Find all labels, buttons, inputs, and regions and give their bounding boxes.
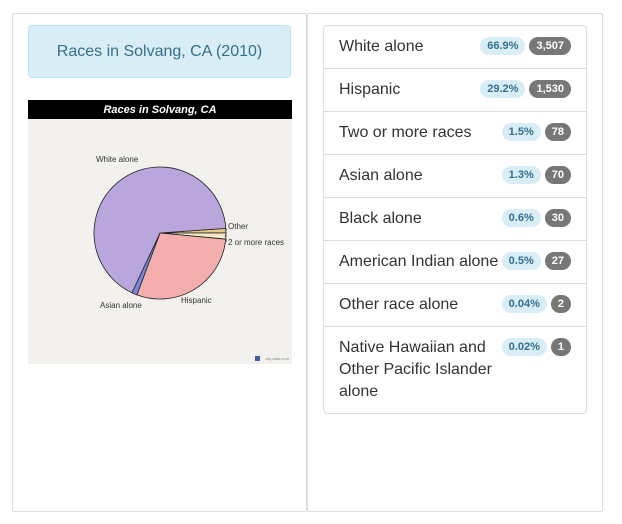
race-label: Two or more races <box>339 124 472 141</box>
race-label: White alone <box>339 38 424 55</box>
pie-label-more: 2 or more races <box>228 238 284 247</box>
race-row: Other race alone 0.04% 2 <box>324 283 586 326</box>
pie-leader-other <box>224 228 228 232</box>
race-row: Hispanic 29.2% 1,530 <box>324 68 586 111</box>
pie-svg: White alone Other 2 or more races Hispanic A… <box>93 155 290 361</box>
chart-title: Races in Solvang, CA <box>28 100 292 119</box>
race-label: Native Hawaiian and Other Pacific Island… <box>339 339 492 400</box>
race-label: Hispanic <box>339 81 401 98</box>
count-badge: 1,530 <box>529 80 571 98</box>
race-badges: 0.5% 27 <box>501 252 571 270</box>
percent-badge: 1.5% <box>501 123 541 141</box>
race-badges: 1.3% 70 <box>501 166 571 184</box>
race-badges: 29.2% 1,530 <box>480 80 571 98</box>
pie-label-asian: Asian alone <box>100 301 142 310</box>
watermark: city-data.com <box>265 356 289 361</box>
percent-badge: 0.5% <box>501 252 541 270</box>
race-label: American Indian alone <box>339 253 499 270</box>
races-list: White alone 66.9% 3,507 Hispanic 29.2% 1,530 T… <box>323 25 587 414</box>
race-badges: 1.5% 78 <box>501 123 571 141</box>
races-panel: White alone 66.9% 3,507 Hispanic 29.2% 1,530 T… <box>307 13 603 512</box>
race-row: American Indian alone 0.5% 27 <box>324 240 586 283</box>
race-label: Black alone <box>339 210 422 227</box>
race-badges: 0.6% 30 <box>501 209 571 227</box>
count-badge: 70 <box>544 166 571 184</box>
pie-label-other: Other <box>228 222 248 231</box>
pie-chart: White alone Other 2 or more races Hispanic A… <box>28 100 292 364</box>
race-row: Two or more races 1.5% 78 <box>324 111 586 154</box>
watermark-logo-icon <box>255 356 260 361</box>
race-row: White alone 66.9% 3,507 <box>324 26 586 68</box>
pie-leader-more <box>224 234 228 243</box>
percent-badge: 29.2% <box>480 80 526 98</box>
pie-slice-hispanic <box>136 232 227 300</box>
percent-badge: 66.9% <box>480 37 526 55</box>
percent-badge: 0.6% <box>501 209 541 227</box>
race-badges: 0.04% 2 <box>501 295 571 313</box>
count-badge: 1 <box>550 338 571 356</box>
race-label: Asian alone <box>339 167 423 184</box>
percent-badge: 1.3% <box>501 166 541 184</box>
race-badges: 0.02% 1 <box>501 338 571 356</box>
count-badge: 2 <box>550 295 571 313</box>
count-badge: 3,507 <box>529 37 571 55</box>
pie-label-white: White alone <box>96 155 139 164</box>
count-badge: 27 <box>544 252 571 270</box>
chart-heading: Races in Solvang, CA (2010) <box>28 25 291 78</box>
percent-badge: 0.04% <box>501 295 547 313</box>
race-row: Asian alone 1.3% 70 <box>324 154 586 197</box>
pie-label-hispanic: Hispanic <box>181 296 212 305</box>
chart-panel: Races in Solvang, CA (2010) White alone O… <box>12 13 307 512</box>
percent-badge: 0.02% <box>501 338 547 356</box>
race-badges: 66.9% 3,507 <box>480 37 571 55</box>
count-badge: 78 <box>544 123 571 141</box>
pie-slice-white-alone <box>93 166 227 294</box>
race-label: Other race alone <box>339 296 459 313</box>
count-badge: 30 <box>544 209 571 227</box>
race-row: Native Hawaiian and Other Pacific Island… <box>324 326 586 413</box>
race-row: Black alone 0.6% 30 <box>324 197 586 240</box>
